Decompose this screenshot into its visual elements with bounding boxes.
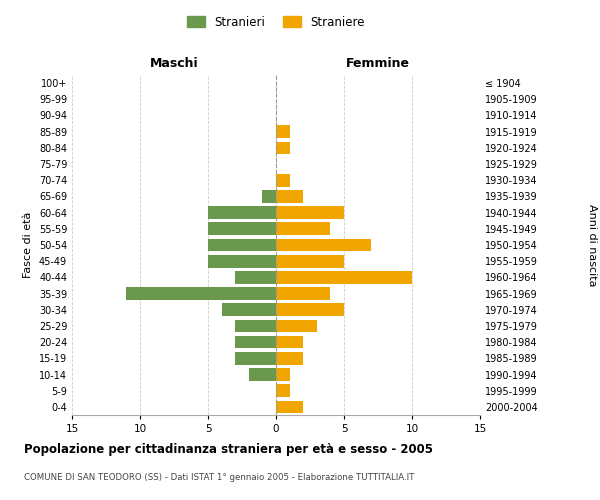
Bar	[276, 255, 344, 268]
Text: Popolazione per cittadinanza straniera per età e sesso - 2005: Popolazione per cittadinanza straniera p…	[24, 442, 433, 456]
Text: COMUNE DI SAN TEODORO (SS) - Dati ISTAT 1° gennaio 2005 - Elaborazione TUTTITALI: COMUNE DI SAN TEODORO (SS) - Dati ISTAT …	[24, 472, 415, 482]
Bar	[276, 352, 303, 364]
Bar	[249, 368, 276, 381]
Legend: Stranieri, Straniere: Stranieri, Straniere	[182, 11, 370, 34]
Bar	[276, 336, 303, 348]
Bar	[262, 190, 276, 202]
Bar	[276, 400, 303, 413]
Bar	[208, 206, 276, 219]
Bar	[276, 288, 331, 300]
Bar	[208, 238, 276, 252]
Bar	[127, 288, 276, 300]
Bar	[276, 142, 290, 154]
Bar	[208, 222, 276, 235]
Bar	[276, 190, 303, 202]
Bar	[276, 238, 371, 252]
Text: Femmine: Femmine	[346, 57, 410, 70]
Bar	[276, 320, 317, 332]
Bar	[276, 126, 290, 138]
Bar	[208, 255, 276, 268]
Text: Anni di nascita: Anni di nascita	[587, 204, 597, 286]
Bar	[276, 368, 290, 381]
Y-axis label: Fasce di età: Fasce di età	[23, 212, 33, 278]
Bar	[276, 222, 331, 235]
Bar	[221, 304, 276, 316]
Bar	[276, 384, 290, 397]
Bar	[235, 336, 276, 348]
Text: Maschi: Maschi	[149, 57, 199, 70]
Bar	[276, 271, 412, 283]
Bar	[276, 206, 344, 219]
Bar	[276, 174, 290, 186]
Bar	[276, 304, 344, 316]
Bar	[235, 271, 276, 283]
Bar	[235, 352, 276, 364]
Bar	[235, 320, 276, 332]
